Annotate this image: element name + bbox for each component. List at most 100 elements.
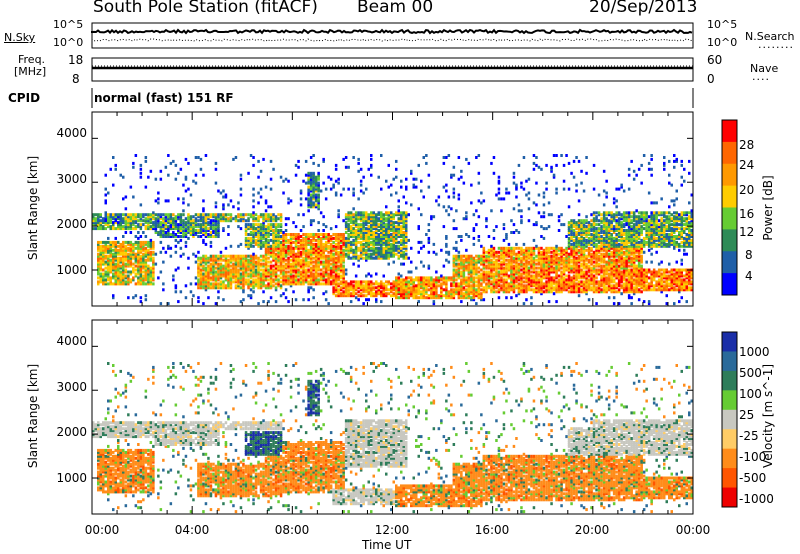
heatmap-cell [445, 235, 448, 238]
heatmap-cell [162, 219, 165, 223]
heatmap-cell [359, 235, 363, 238]
heatmap-cell [572, 268, 576, 272]
heatmap-cell [104, 260, 107, 264]
heatmap-cell [262, 229, 265, 232]
heatmap-cell [124, 274, 128, 278]
heatmap-cell [487, 282, 491, 286]
heatmap-cell [272, 231, 275, 234]
heatmap-cell [500, 280, 503, 284]
heatmap-cell [349, 213, 353, 217]
heatmap-cell [239, 282, 243, 286]
heatmap-cell [492, 229, 496, 232]
heatmap-cell [362, 227, 365, 231]
heatmap-cell [139, 213, 143, 217]
heatmap-cell [445, 156, 448, 159]
heatmap-cell [187, 236, 190, 240]
heatmap-cell [97, 254, 100, 258]
heatmap-cell [375, 225, 378, 229]
heatmap-cell [385, 227, 388, 231]
heatmap-cell [334, 248, 338, 252]
heatmap-cell [229, 274, 233, 278]
heatmap-cell [319, 268, 323, 272]
heatmap-cell [179, 217, 183, 221]
heatmap-cell [202, 173, 205, 177]
heatmap-cell [219, 268, 223, 272]
n-search-trace [91, 38, 693, 42]
heatmap-cell [302, 250, 305, 254]
heatmap-cell [214, 227, 218, 231]
heatmap-cell [382, 252, 385, 256]
heatmap-cell [264, 227, 268, 231]
heatmap-cell [370, 173, 373, 177]
heatmap-cell [522, 250, 526, 254]
heatmap-cell [520, 280, 523, 284]
heatmap-cell [362, 175, 365, 179]
heatmap-cell [324, 262, 328, 266]
heatmap-cell [495, 262, 498, 266]
heatmap-cell [197, 156, 200, 159]
heatmap-cell [114, 268, 117, 272]
heatmap-cell [532, 290, 536, 294]
heatmap-cell [572, 282, 576, 286]
heatmap-cell [442, 264, 446, 268]
heatmap-cell [197, 264, 200, 268]
heatmap-cell [575, 227, 578, 231]
heatmap-cell [222, 280, 225, 284]
heatmap-cell [334, 238, 338, 242]
heatmap-cell [289, 278, 293, 282]
heatmap-cell [162, 233, 165, 236]
heatmap-cell [317, 171, 320, 175]
heatmap-cell [397, 276, 400, 280]
heatmap-cell [495, 266, 498, 270]
heatmap-cell [232, 266, 235, 270]
heatmap-cell [312, 181, 315, 185]
heatmap-cell [480, 296, 483, 300]
heatmap-cell [92, 215, 95, 219]
heatmap-cell [445, 276, 448, 280]
heatmap-cell [329, 258, 333, 262]
heatmap-cell [299, 270, 303, 274]
heatmap-cell [359, 240, 363, 244]
heatmap-cell [347, 229, 350, 232]
heatmap-cell [380, 154, 383, 157]
heatmap-cell [327, 258, 330, 262]
heatmap-cell [197, 280, 200, 284]
heatmap-cell [274, 225, 278, 229]
heatmap-cell [575, 223, 578, 227]
heatmap-cell [555, 272, 558, 276]
heatmap-cell [112, 264, 115, 268]
heatmap-cell [104, 248, 107, 252]
heatmap-cell [372, 211, 375, 215]
heatmap-cell [277, 236, 280, 240]
heatmap-cell [302, 272, 305, 276]
heatmap-cell [482, 278, 486, 282]
heatmap-cell [277, 244, 280, 248]
freq-panel-frame [91, 57, 694, 82]
heatmap-cell [117, 272, 120, 276]
heatmap-cell [480, 284, 483, 288]
heatmap-cell [432, 296, 436, 300]
heatmap-cell [497, 191, 501, 195]
heatmap-cell [274, 242, 278, 246]
heatmap-cell [540, 264, 543, 268]
heatmap-cell [314, 264, 318, 268]
heatmap-cell [279, 242, 283, 246]
heatmap-cell [550, 264, 553, 268]
heatmap-cell [472, 292, 476, 296]
heatmap-cell [452, 258, 456, 262]
heatmap-cell [482, 298, 486, 302]
heatmap-cell [420, 282, 423, 286]
heatmap-cell [262, 227, 265, 231]
heatmap-cell [427, 250, 431, 254]
heatmap-cell [259, 169, 263, 173]
heatmap-cell [537, 250, 541, 254]
heatmap-cell [344, 288, 348, 292]
heatmap-cell [204, 258, 208, 262]
heatmap-cell [390, 238, 393, 242]
heatmap-cell [405, 236, 408, 240]
heatmap-cell [367, 244, 370, 248]
heatmap-cell [127, 280, 130, 284]
heatmap-cell [475, 262, 478, 266]
heatmap-cell [142, 274, 145, 278]
heatmap-cell [370, 211, 373, 215]
